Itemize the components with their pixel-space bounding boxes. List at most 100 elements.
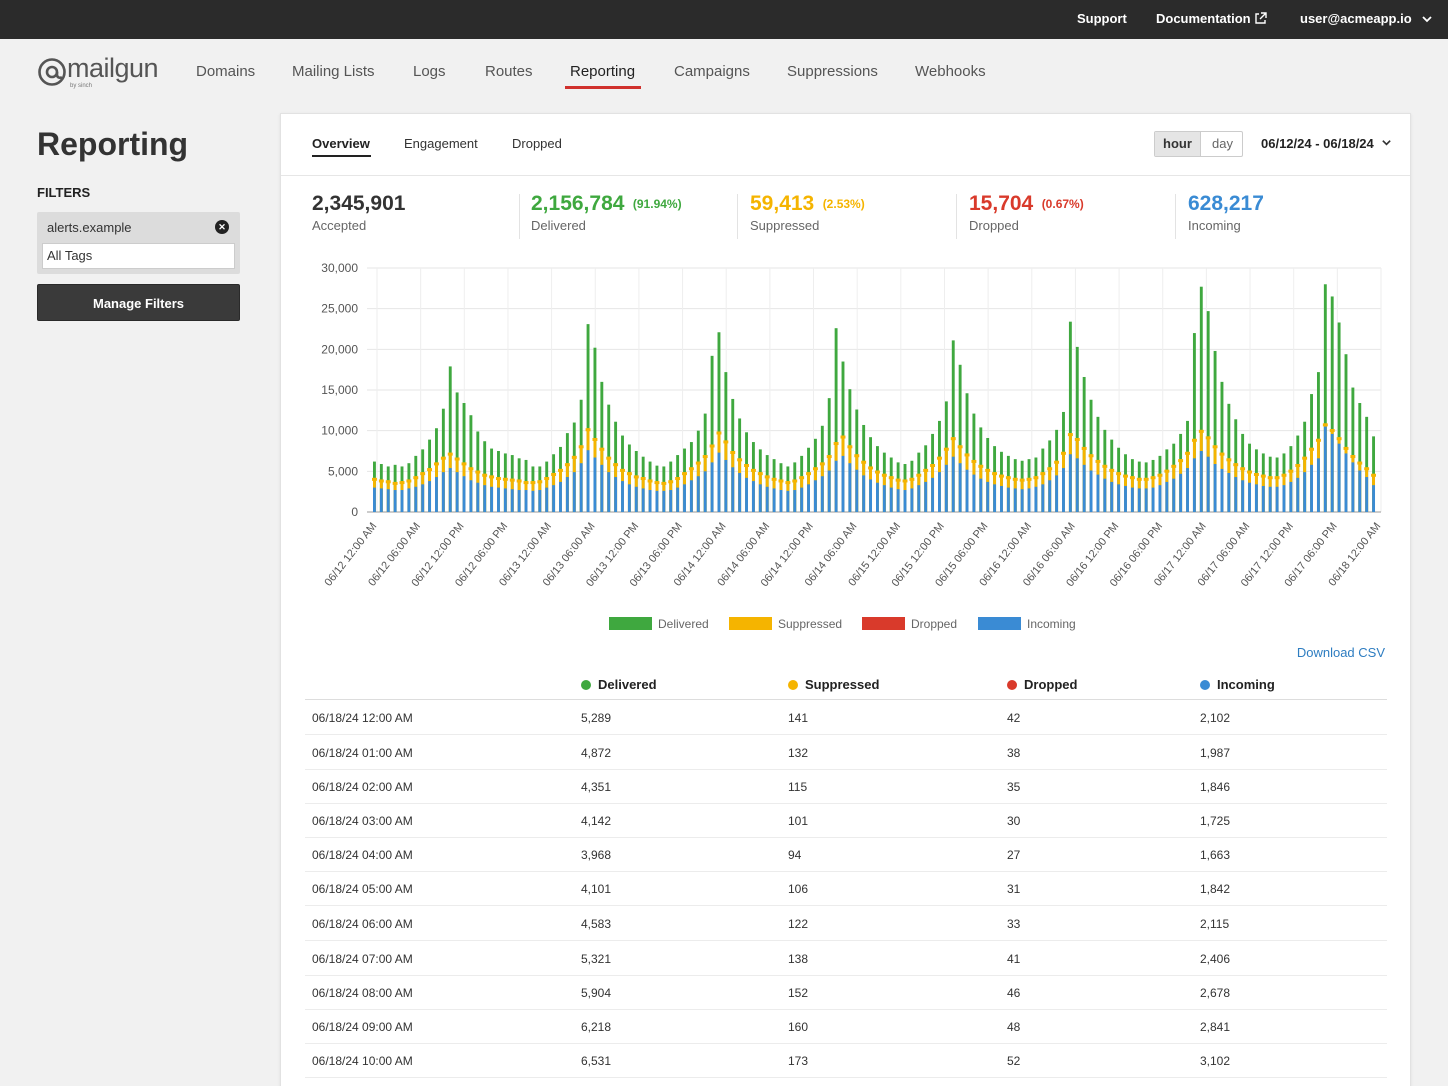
bar-cap-suppressed xyxy=(688,467,694,471)
bar-cap-suppressed xyxy=(1019,478,1025,482)
bar-incoming xyxy=(373,487,376,512)
nav-campaigns[interactable]: Campaigns xyxy=(674,63,750,80)
bar-cap-suppressed xyxy=(530,481,536,485)
nav-mailing-lists[interactable]: Mailing Lists xyxy=(292,63,375,80)
row-timestamp: 06/18/24 10:00 AM xyxy=(312,1054,413,1068)
table-row: 06/18/24 06:00 AM 4,583 122 33 2,115 xyxy=(305,907,1387,941)
bar-incoming xyxy=(483,485,487,512)
download-csv-link[interactable]: Download CSV xyxy=(1296,645,1385,660)
tab-overview[interactable]: Overview xyxy=(312,136,370,151)
remove-filter-icon[interactable]: ✕ xyxy=(215,220,229,234)
row-value: 1,987 xyxy=(1200,746,1231,760)
bar-incoming xyxy=(510,489,514,512)
bar-cap-suppressed xyxy=(1150,476,1156,480)
support-link[interactable]: Support xyxy=(1077,11,1127,26)
documentation-link[interactable]: Documentation xyxy=(1156,11,1267,26)
row-value: 4,142 xyxy=(581,814,612,828)
bar-incoming xyxy=(1310,464,1313,512)
col-header-dropped[interactable]: Dropped xyxy=(1007,677,1077,692)
row-value: 5,289 xyxy=(581,711,612,725)
row-value: 138 xyxy=(788,952,809,966)
row-timestamp: 06/18/24 01:00 AM xyxy=(312,746,413,760)
bar-cap-suppressed xyxy=(881,473,887,477)
bar-incoming xyxy=(386,489,390,512)
bar-incoming xyxy=(1124,485,1127,512)
legend-incoming[interactable]: Incoming xyxy=(978,617,1076,633)
bar-incoming xyxy=(882,485,886,512)
nav-domains[interactable]: Domains xyxy=(196,63,256,80)
bar-cap-suppressed xyxy=(1129,476,1135,480)
legend-suppressed[interactable]: Suppressed xyxy=(729,617,842,633)
y-tick-label: 20,000 xyxy=(321,342,358,356)
tab-engagement[interactable]: Engagement xyxy=(404,136,478,151)
header-label: Dropped xyxy=(1024,677,1078,692)
bar-delivered xyxy=(1075,346,1079,512)
col-header-incoming[interactable]: Incoming xyxy=(1200,677,1275,692)
bar-incoming xyxy=(1158,485,1162,512)
bar-cap-suppressed xyxy=(1123,474,1128,478)
bar-cap-suppressed xyxy=(937,456,942,460)
bar-cap-suppressed xyxy=(378,479,384,483)
row-value: 46 xyxy=(1007,986,1021,1000)
bar-cap-suppressed xyxy=(730,451,736,454)
legend-delivered[interactable]: Delivered xyxy=(609,617,709,633)
bar-cap-suppressed xyxy=(592,437,598,441)
bar-cap-suppressed xyxy=(723,440,729,444)
bar-cap-suppressed xyxy=(812,467,818,471)
bar-cap-suppressed xyxy=(1081,446,1087,450)
bar-incoming xyxy=(889,487,893,512)
table-row: 06/18/24 10:00 AM 6,531 173 52 3,102 xyxy=(305,1044,1387,1078)
manage-filters-button[interactable]: Manage Filters xyxy=(37,284,240,321)
date-range-label: 06/12/24 - 06/18/24 xyxy=(1261,136,1374,151)
legend-dropped[interactable]: Dropped xyxy=(862,617,957,633)
bar-incoming xyxy=(751,481,755,512)
bar-cap-suppressed xyxy=(930,464,936,468)
nav-logs[interactable]: Logs xyxy=(413,63,446,80)
bar-incoming xyxy=(634,486,638,512)
nav-webhooks[interactable]: Webhooks xyxy=(915,63,986,80)
col-header-delivered[interactable]: Delivered xyxy=(581,677,657,692)
bar-cap-suppressed xyxy=(1309,447,1314,451)
bar-cap-suppressed xyxy=(606,456,612,460)
bar-incoming xyxy=(414,486,418,512)
bar-cap-suppressed xyxy=(578,445,584,449)
tags-select[interactable]: All Tags xyxy=(42,243,235,269)
day-button[interactable]: day xyxy=(1212,136,1233,151)
bar-cap-suppressed xyxy=(985,468,991,472)
stat-dropped-pct: (0.67%) xyxy=(1041,197,1084,211)
bar-cap-suppressed xyxy=(1067,433,1073,437)
user-menu[interactable]: user@acmeapp.io xyxy=(1300,11,1433,26)
bar-delivered xyxy=(717,332,721,512)
report-card: Overview Engagement Dropped hour day 06/… xyxy=(280,113,1411,1086)
table-header-divider xyxy=(305,699,1387,700)
bar-incoming xyxy=(421,484,425,512)
row-value: 4,872 xyxy=(581,746,612,760)
y-tick-label: 0 xyxy=(351,505,358,519)
bar-delivered xyxy=(1227,403,1231,512)
bar-incoming xyxy=(662,490,666,512)
nav-reporting[interactable]: Reporting xyxy=(570,63,636,80)
bar-incoming xyxy=(944,464,948,512)
bar-incoming xyxy=(1220,468,1224,512)
nav-suppressions[interactable]: Suppressions xyxy=(787,63,878,80)
nav-routes[interactable]: Routes xyxy=(485,63,533,80)
table-row: 06/18/24 02:00 AM 4,351 115 35 1,846 xyxy=(305,770,1387,804)
row-value: 1,725 xyxy=(1200,814,1231,828)
row-value: 5,321 xyxy=(581,952,612,966)
bar-cap-suppressed xyxy=(482,473,488,477)
stat-dropped-label: Dropped xyxy=(969,218,1019,233)
tab-dropped[interactable]: Dropped xyxy=(512,136,562,151)
col-header-suppressed[interactable]: Suppressed xyxy=(788,677,879,692)
bar-incoming xyxy=(717,452,721,512)
bar-incoming xyxy=(379,488,383,512)
date-range-picker[interactable]: 06/12/24 - 06/18/24 xyxy=(1261,136,1392,151)
bar-incoming xyxy=(745,477,748,512)
header-label: Incoming xyxy=(1217,677,1275,692)
table-row: 06/18/24 03:00 AM 4,142 101 30 1,725 xyxy=(305,804,1387,838)
hour-button[interactable]: hour xyxy=(1155,132,1201,156)
bar-incoming xyxy=(1199,451,1203,512)
bar-delivered xyxy=(448,366,452,512)
bar-cap-suppressed xyxy=(1322,423,1328,427)
dot-icon xyxy=(1007,680,1017,690)
bar-incoming xyxy=(1337,443,1341,512)
